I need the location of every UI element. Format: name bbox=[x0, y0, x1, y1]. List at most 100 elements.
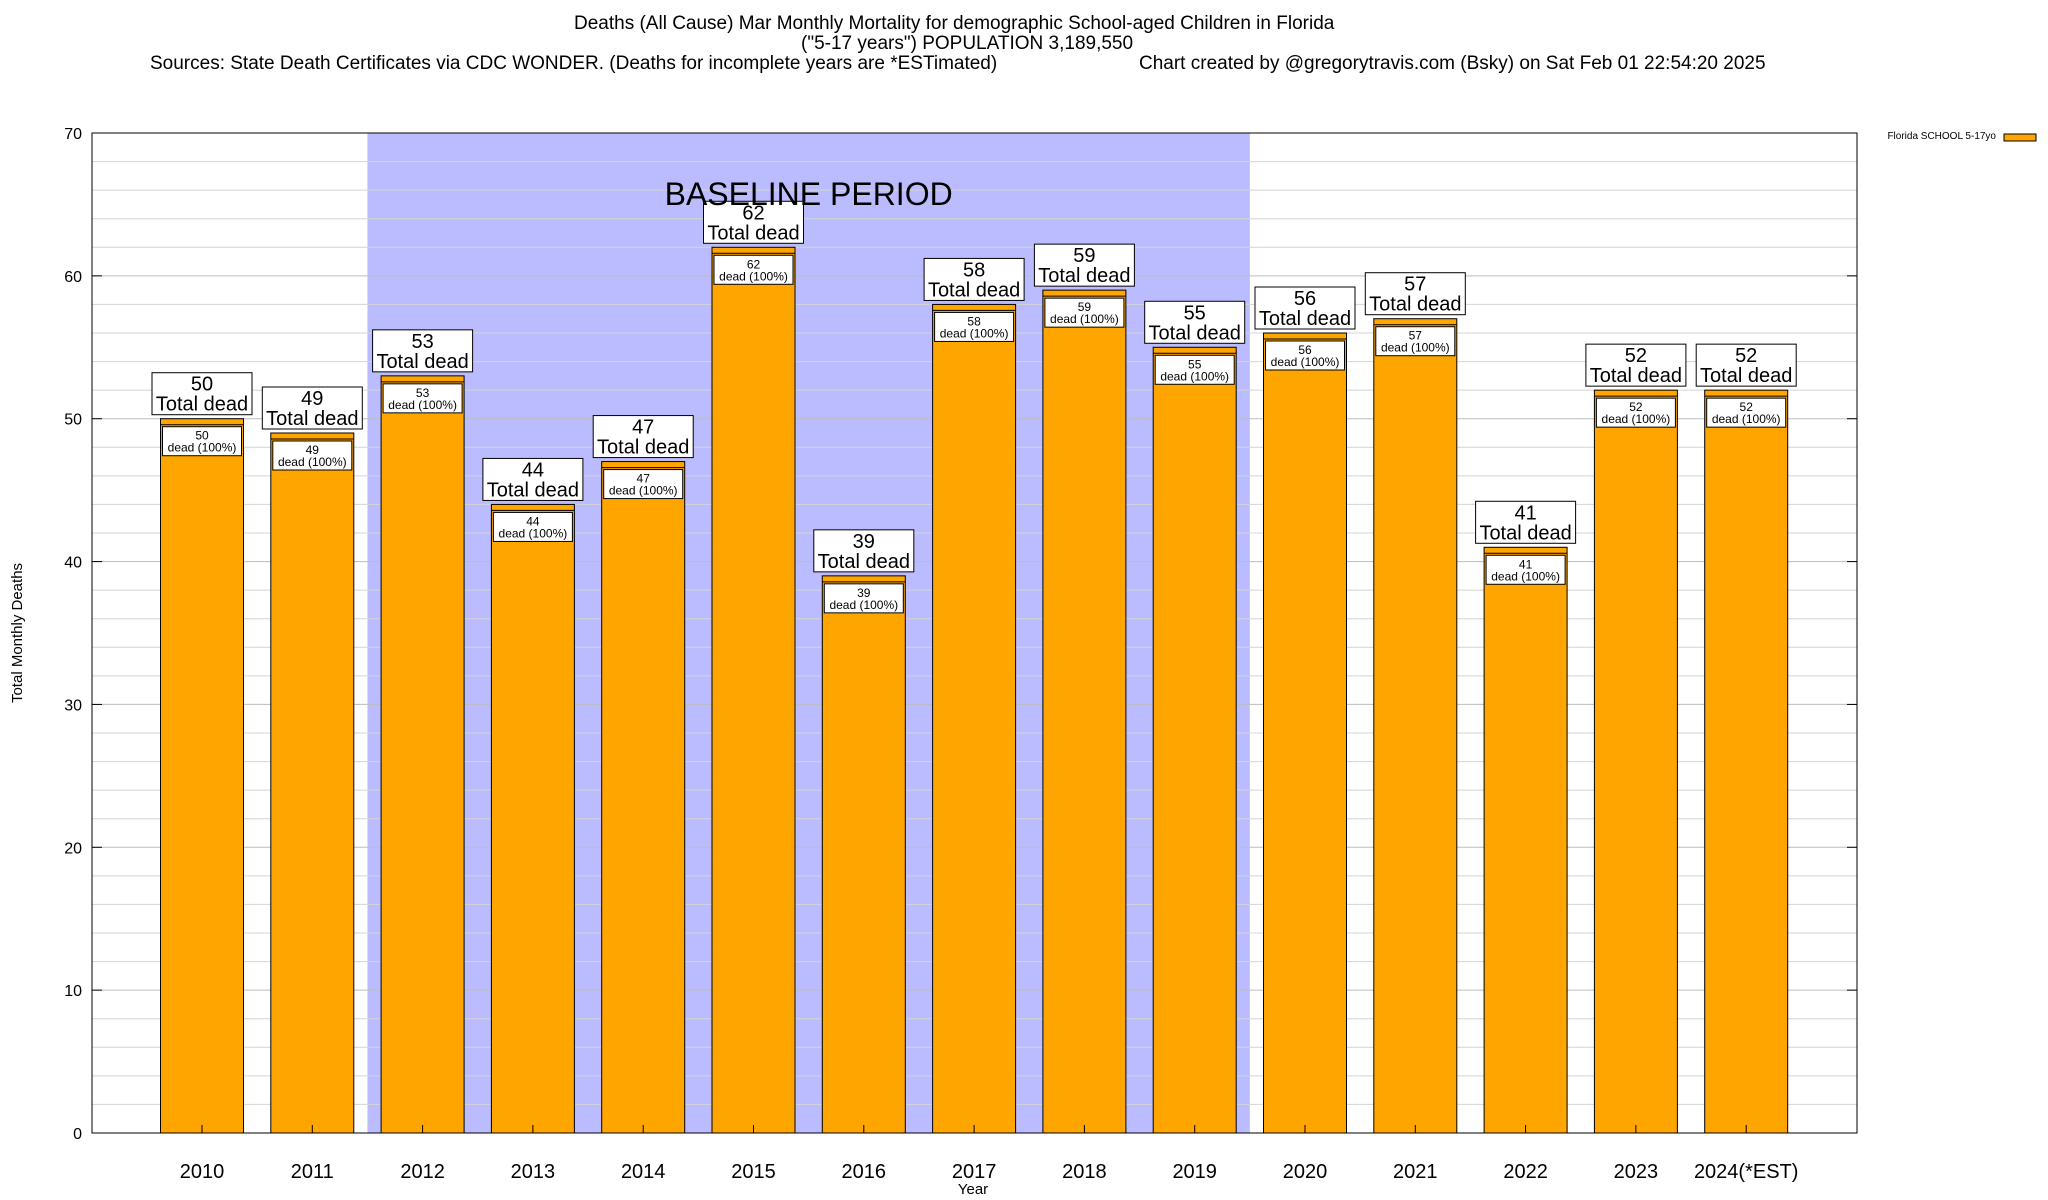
inner-value-label: 58 bbox=[967, 314, 981, 328]
inner-dead-label: dead (100%) bbox=[1381, 341, 1450, 355]
inner-value-label: 41 bbox=[1519, 557, 1533, 571]
bar-2018 bbox=[1042, 289, 1127, 1134]
x-tick-label: 2021 bbox=[1393, 1161, 1438, 1183]
total-dead-label: Total dead bbox=[1149, 322, 1241, 344]
inner-dead-label: dead (100%) bbox=[278, 455, 347, 469]
total-value-label: 47 bbox=[632, 417, 654, 439]
inner-dead-label: dead (100%) bbox=[1050, 312, 1119, 326]
inner-label-box bbox=[934, 311, 1015, 342]
inner-dead-label: dead (100%) bbox=[1602, 412, 1671, 426]
legend-label: Florida SCHOOL 5-17yo bbox=[1887, 131, 1996, 142]
inner-label-box bbox=[492, 511, 573, 542]
inner-label-box bbox=[823, 583, 904, 614]
x-tick-label: 2023 bbox=[1614, 1161, 1659, 1183]
y-tick-label: 20 bbox=[64, 840, 82, 857]
bar-2013 bbox=[490, 503, 575, 1134]
y-tick-label: 0 bbox=[73, 1126, 82, 1143]
inner-dead-label: dead (100%) bbox=[719, 269, 788, 283]
total-label-box bbox=[923, 257, 1025, 301]
total-value-label: 57 bbox=[1404, 274, 1426, 296]
x-tick-label: 2010 bbox=[180, 1161, 225, 1183]
inner-dead-label: dead (100%) bbox=[168, 441, 237, 455]
inner-value-label: 47 bbox=[637, 472, 651, 486]
total-label-box bbox=[1585, 343, 1687, 387]
inner-label-box bbox=[382, 383, 463, 414]
total-value-label: 44 bbox=[522, 459, 544, 481]
total-value-label: 52 bbox=[1625, 345, 1647, 367]
total-label-box bbox=[1364, 272, 1466, 316]
x-tick-label: 2024(*EST) bbox=[1694, 1161, 1799, 1183]
inner-value-label: 62 bbox=[747, 257, 761, 271]
inner-label-box bbox=[162, 426, 242, 457]
bar-2020 bbox=[1263, 332, 1347, 1134]
total-dead-label: Total dead bbox=[707, 222, 799, 244]
total-dead-label: Total dead bbox=[597, 437, 689, 459]
x-tick-label: 2012 bbox=[400, 1161, 445, 1183]
total-dead-label: Total dead bbox=[1590, 365, 1682, 387]
total-dead-label: Total dead bbox=[376, 351, 468, 373]
total-label-box bbox=[813, 529, 915, 573]
inner-dead-label: dead (100%) bbox=[1712, 412, 1781, 426]
total-value-label: 55 bbox=[1184, 302, 1206, 324]
total-label-box bbox=[592, 415, 694, 459]
x-tick-label: 2019 bbox=[1172, 1161, 1217, 1183]
inner-value-label: 55 bbox=[1188, 357, 1202, 371]
bar-2011 bbox=[270, 432, 355, 1134]
x-tick-label: 2022 bbox=[1503, 1161, 1548, 1183]
bar-2021 bbox=[1373, 318, 1458, 1134]
total-value-label: 58 bbox=[963, 259, 985, 281]
inner-label-box bbox=[713, 254, 794, 285]
total-label-box bbox=[1033, 243, 1135, 287]
total-dead-label: Total dead bbox=[1038, 265, 1130, 287]
bar-2023 bbox=[1593, 389, 1678, 1134]
total-dead-label: Total dead bbox=[266, 408, 358, 430]
y-tick-label: 70 bbox=[64, 126, 82, 143]
chart-credit: Chart created by @gregorytravis.com (Bsk… bbox=[1139, 53, 1766, 74]
y-tick-label: 50 bbox=[64, 412, 82, 429]
x-tick-label: 2011 bbox=[291, 1161, 334, 1183]
x-tick-label: 2016 bbox=[842, 1161, 887, 1183]
total-label-box bbox=[261, 386, 363, 430]
bar-2016 bbox=[821, 575, 906, 1134]
x-tick-label: 2013 bbox=[511, 1161, 556, 1183]
chart-header: Deaths (All Cause) Mar Monthly Mortality… bbox=[0, 0, 2048, 80]
total-value-label: 56 bbox=[1294, 288, 1316, 310]
total-value-label: 39 bbox=[853, 531, 875, 553]
inner-label-box bbox=[1485, 554, 1566, 585]
y-tick-label: 10 bbox=[64, 983, 82, 1000]
inner-dead-label: dead (100%) bbox=[499, 526, 568, 540]
legend-swatch bbox=[2003, 133, 2037, 142]
inner-label-box bbox=[1154, 354, 1235, 385]
inner-dead-label: dead (100%) bbox=[388, 398, 457, 412]
total-dead-label: Total dead bbox=[1700, 365, 1792, 387]
total-label-box bbox=[1475, 500, 1577, 544]
bar-2010 bbox=[160, 418, 244, 1134]
inner-value-label: 57 bbox=[1409, 329, 1423, 343]
inner-dead-label: dead (100%) bbox=[1491, 569, 1560, 583]
inner-label-box bbox=[1595, 397, 1676, 428]
bar-2014 bbox=[601, 461, 686, 1134]
y-axis-label: Total Monthly Deaths bbox=[9, 563, 26, 703]
chart-population: ("5-17 years") POPULATION 3,189,550 bbox=[801, 33, 1134, 54]
inner-dead-label: dead (100%) bbox=[829, 598, 898, 612]
inner-label-box bbox=[1706, 397, 1787, 428]
total-label-box bbox=[1144, 300, 1246, 344]
chart-sources: Sources: State Death Certificates via CD… bbox=[150, 53, 998, 74]
total-value-label: 49 bbox=[301, 388, 323, 410]
bar-2015 bbox=[711, 246, 796, 1134]
x-tick-label: 2018 bbox=[1062, 1161, 1107, 1183]
x-tick-label: 2020 bbox=[1283, 1161, 1328, 1183]
inner-value-label: 50 bbox=[195, 429, 209, 443]
inner-dead-label: dead (100%) bbox=[940, 326, 1009, 340]
inner-value-label: 56 bbox=[1298, 343, 1312, 357]
inner-value-label: 44 bbox=[526, 514, 540, 528]
inner-label-box bbox=[603, 469, 684, 500]
inner-value-label: 59 bbox=[1078, 300, 1092, 314]
total-dead-label: Total dead bbox=[818, 551, 910, 573]
total-dead-label: Total dead bbox=[487, 479, 579, 501]
total-value-label: 41 bbox=[1514, 502, 1536, 524]
total-label-box bbox=[151, 372, 253, 416]
bar-2012 bbox=[380, 375, 465, 1134]
inner-value-label: 49 bbox=[306, 443, 320, 457]
